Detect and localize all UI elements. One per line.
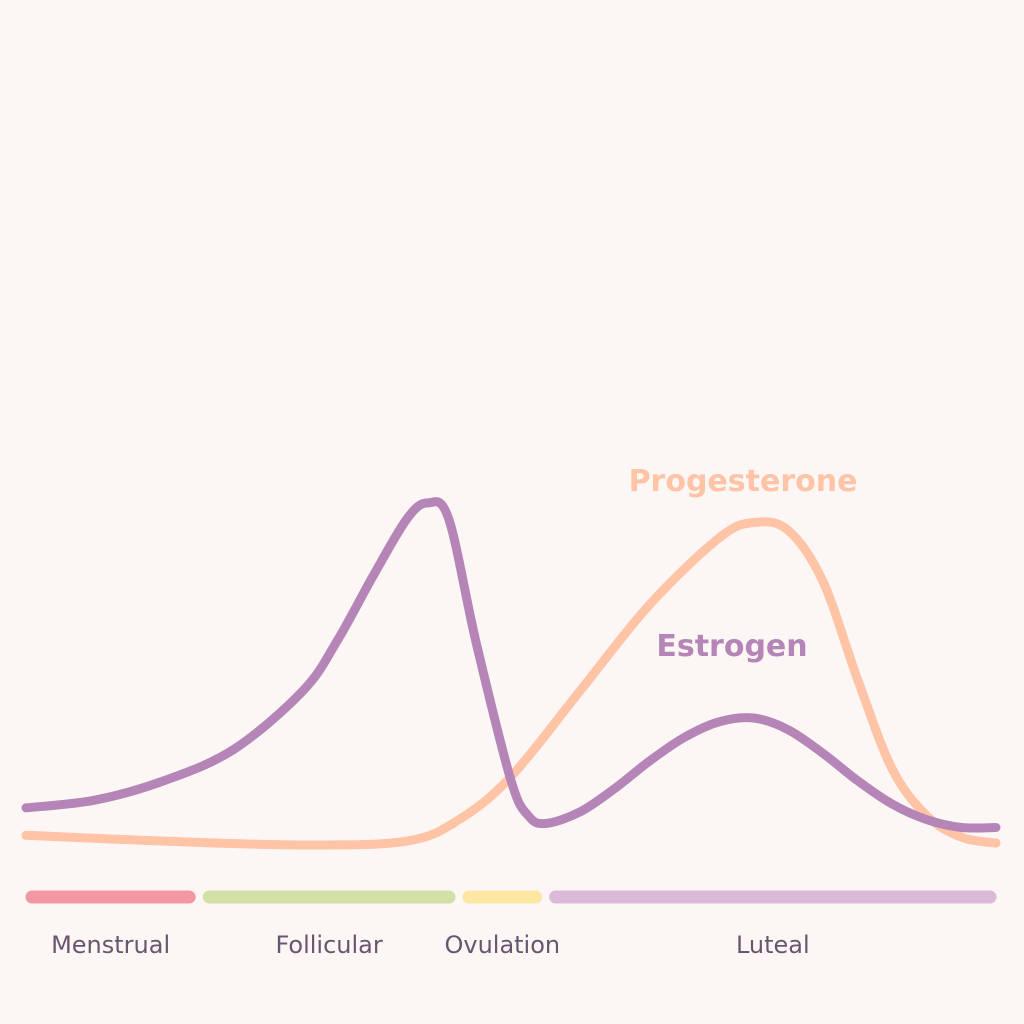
phase-layer: Menstrual Follicular Ovulation Luteal xyxy=(25,890,997,959)
phase-label-follicular: Follicular xyxy=(275,931,382,959)
phase-label-luteal: Luteal xyxy=(736,931,810,959)
phase-label-menstrual: Menstrual xyxy=(51,931,170,959)
series-layer xyxy=(21,497,1001,850)
series-line-estrogen xyxy=(21,497,1001,833)
series-line-progesterone xyxy=(21,517,1001,850)
series-label-estrogen: Estrogen xyxy=(656,629,807,664)
series-label-progesterone: Progesterone xyxy=(629,464,858,499)
phase-label-ovulation: Ovulation xyxy=(444,931,560,959)
